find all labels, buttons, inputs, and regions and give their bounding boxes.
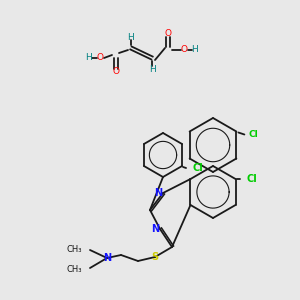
Text: H: H	[148, 64, 155, 74]
Text: N: N	[103, 253, 111, 263]
Text: O: O	[181, 46, 188, 55]
Text: O: O	[112, 68, 119, 76]
Text: Cl: Cl	[248, 130, 258, 139]
Text: N: N	[151, 224, 159, 234]
Text: CH₃: CH₃	[67, 244, 82, 253]
Text: N: N	[154, 188, 162, 198]
Text: S: S	[152, 252, 159, 262]
Text: O: O	[97, 53, 104, 62]
Text: Cl: Cl	[192, 163, 203, 173]
Text: H: H	[128, 32, 134, 41]
Text: H: H	[85, 53, 92, 62]
Text: O: O	[164, 29, 172, 38]
Text: Cl: Cl	[247, 174, 257, 184]
Text: H: H	[192, 46, 198, 55]
Text: CH₃: CH₃	[67, 265, 82, 274]
